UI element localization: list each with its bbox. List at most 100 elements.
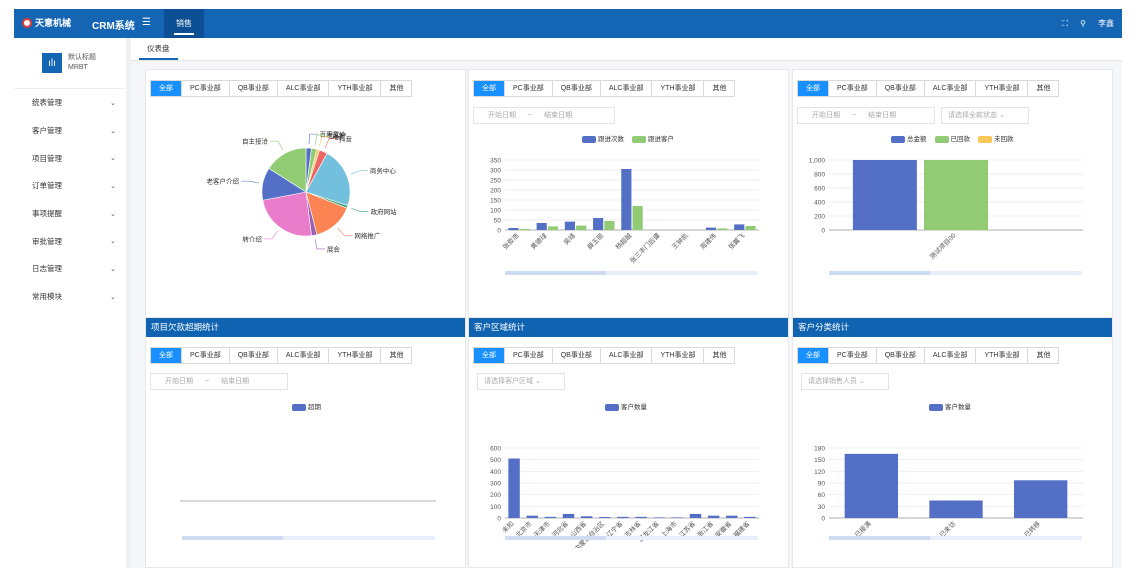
- chart-zoom-slider[interactable]: [505, 271, 758, 275]
- bar[interactable]: [508, 458, 520, 519]
- dept-tab[interactable]: YTH事业部: [652, 348, 705, 363]
- dept-tab[interactable]: 全部: [474, 348, 505, 363]
- bar[interactable]: [852, 160, 917, 230]
- dept-tab[interactable]: 全部: [151, 81, 182, 96]
- dept-tab[interactable]: YTH事业部: [976, 81, 1029, 96]
- bar[interactable]: [519, 229, 530, 230]
- bar[interactable]: [717, 228, 728, 230]
- dept-tab[interactable]: YTH事业部: [652, 81, 705, 96]
- bar[interactable]: [564, 221, 575, 230]
- dept-tab[interactable]: PC事业部: [829, 348, 877, 363]
- menu-icon[interactable]: ☰: [142, 17, 151, 28]
- bar[interactable]: [617, 516, 629, 518]
- dept-tab[interactable]: QB事业部: [877, 81, 925, 96]
- bar[interactable]: [580, 516, 593, 518]
- chart-zoom-slider[interactable]: [829, 271, 1082, 275]
- dept-tab[interactable]: 全部: [474, 81, 505, 96]
- sidebar-item[interactable]: 日志管理 ⌄: [14, 255, 126, 283]
- dept-tab[interactable]: YTH事业部: [329, 348, 382, 363]
- bar[interactable]: [726, 515, 738, 518]
- sidebar-item[interactable]: 客户管理 ⌄: [14, 117, 126, 145]
- dept-tab[interactable]: 全部: [151, 348, 182, 363]
- chart-zoom-slider[interactable]: [182, 536, 435, 540]
- dept-tab[interactable]: 其他: [712, 352, 727, 359]
- dept-tab[interactable]: 其他: [712, 85, 727, 92]
- pie-slice[interactable]: [268, 147, 307, 193]
- user-icon[interactable]: ⚲: [1080, 19, 1086, 28]
- bar[interactable]: [599, 517, 611, 518]
- bar[interactable]: [1013, 480, 1068, 518]
- dept-tab[interactable]: ALC事业部: [601, 348, 653, 363]
- sidebar-item[interactable]: 统表管理 ⌄: [14, 89, 126, 117]
- dept-tab[interactable]: QB事业部: [230, 348, 278, 363]
- dept-tab[interactable]: ALC事业部: [925, 348, 977, 363]
- dept-tab[interactable]: YTH事业部: [976, 348, 1029, 363]
- bar[interactable]: [621, 169, 632, 230]
- payment-status-select[interactable]: 请选择全款状态 ⌄: [941, 107, 1029, 124]
- dept-tab[interactable]: QB事业部: [230, 81, 278, 96]
- sidebar-item[interactable]: 订单管理 ⌄: [14, 172, 126, 200]
- dept-tab[interactable]: QB事业部: [877, 348, 925, 363]
- dept-tab[interactable]: 其他: [1036, 352, 1051, 359]
- bar[interactable]: [707, 515, 720, 518]
- legend-item[interactable]: 客户数量: [929, 401, 971, 411]
- dept-tab[interactable]: 全部: [798, 348, 829, 363]
- legend-item[interactable]: 总金额: [891, 133, 927, 143]
- sidebar-item[interactable]: 审批管理 ⌄: [14, 227, 126, 255]
- bar[interactable]: [734, 224, 745, 230]
- dept-tab[interactable]: PC事业部: [182, 348, 230, 363]
- bar[interactable]: [653, 517, 665, 518]
- bar[interactable]: [632, 206, 643, 230]
- pie-slice[interactable]: [262, 191, 312, 237]
- bar[interactable]: [576, 225, 587, 230]
- legend-item[interactable]: 跟进客户: [632, 133, 674, 143]
- dept-tab[interactable]: 其他: [389, 85, 404, 92]
- sidebar-item[interactable]: 事项提醒 ⌄: [14, 200, 126, 228]
- bar[interactable]: [544, 516, 557, 518]
- bar[interactable]: [929, 500, 983, 519]
- dept-tab[interactable]: ALC事业部: [278, 348, 330, 363]
- tab-dashboard[interactable]: 仪表盘: [139, 38, 178, 60]
- dept-tab[interactable]: ALC事业部: [925, 81, 977, 96]
- bar[interactable]: [745, 226, 756, 230]
- bar[interactable]: [593, 218, 604, 230]
- date-range-picker[interactable]: 开始日期 ~ 结束日期: [473, 107, 615, 124]
- dept-tab[interactable]: 其他: [389, 352, 404, 359]
- legend-item[interactable]: 跟进次数: [582, 133, 624, 143]
- bar[interactable]: [604, 221, 615, 230]
- bar[interactable]: [547, 226, 559, 230]
- dept-tab[interactable]: PC事业部: [829, 81, 877, 96]
- bar[interactable]: [536, 223, 547, 230]
- dept-tab[interactable]: QB事业部: [553, 348, 601, 363]
- dept-tab[interactable]: PC事业部: [505, 81, 553, 96]
- dept-tab[interactable]: PC事业部: [505, 348, 553, 363]
- chart-zoom-slider[interactable]: [505, 536, 758, 540]
- bar[interactable]: [562, 513, 575, 518]
- bar[interactable]: [705, 227, 717, 230]
- date-range-picker[interactable]: 开始日期 ~ 结束日期: [797, 107, 935, 124]
- dept-tab[interactable]: YTH事业部: [329, 81, 382, 96]
- sidebar-item[interactable]: 项目管理 ⌄: [14, 144, 126, 172]
- date-range-picker[interactable]: 开始日期 ~ 结束日期: [150, 373, 288, 390]
- legend-item[interactable]: 客户数量: [605, 401, 647, 411]
- bar[interactable]: [844, 453, 899, 518]
- bar[interactable]: [671, 517, 684, 518]
- pie-slice[interactable]: [305, 153, 351, 206]
- legend-item[interactable]: 已回款: [934, 133, 970, 143]
- company-logo[interactable]: 天意机械: [22, 16, 71, 29]
- dept-tab[interactable]: QB事业部: [553, 81, 601, 96]
- chart-zoom-slider[interactable]: [829, 536, 1082, 540]
- bar[interactable]: [923, 160, 989, 230]
- legend-item[interactable]: 超期: [292, 401, 321, 411]
- bar[interactable]: [508, 228, 519, 230]
- dept-tab[interactable]: ALC事业部: [601, 81, 653, 96]
- dept-tab[interactable]: PC事业部: [182, 81, 230, 96]
- nav-tab-sales[interactable]: 销售: [164, 9, 204, 38]
- legend-item[interactable]: 未回款: [978, 133, 1014, 143]
- sidebar-item[interactable]: 常用模块 ⌄: [14, 283, 126, 311]
- bar[interactable]: [526, 515, 538, 518]
- bar[interactable]: [635, 516, 647, 518]
- user-name[interactable]: 李鑫: [1098, 19, 1114, 28]
- dept-tab[interactable]: ALC事业部: [278, 81, 330, 96]
- bar[interactable]: [689, 513, 702, 518]
